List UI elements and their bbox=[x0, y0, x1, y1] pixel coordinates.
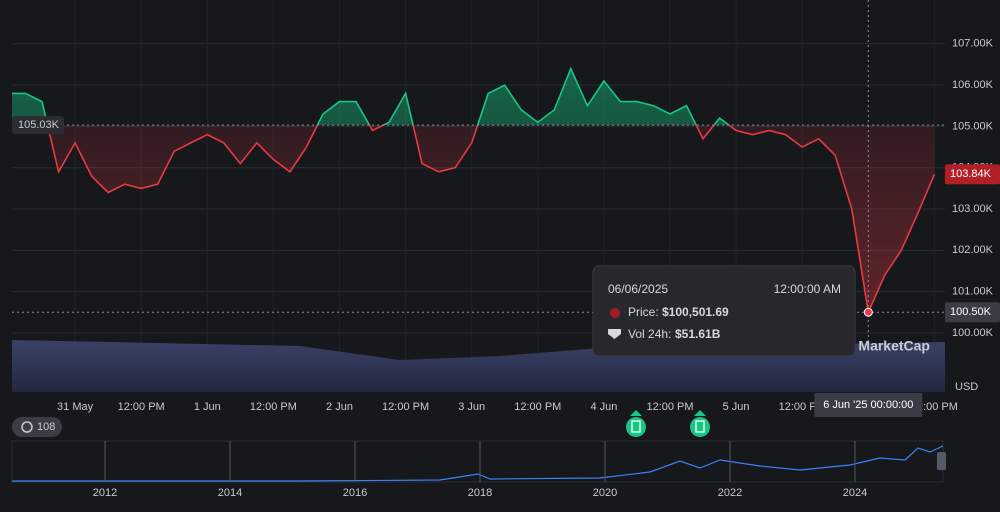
x-tick-label: 12:00 PM bbox=[250, 401, 297, 413]
tooltip-time: 12:00:00 AM bbox=[774, 282, 841, 296]
y-tick-label: 106.00K bbox=[952, 79, 994, 91]
hover-dot bbox=[863, 307, 873, 317]
navigator-handle[interactable] bbox=[937, 452, 946, 470]
navigator-label: 2020 bbox=[593, 487, 617, 499]
badge-icon bbox=[21, 421, 33, 433]
current-tag bbox=[945, 164, 1000, 185]
crosshair-label: 6 Jun '25 00:00:00 bbox=[823, 399, 913, 411]
overlay: 100.00K101.00K102.00K103.00K104.00K105.0… bbox=[12, 38, 1000, 417]
x-tick-label: 1 Jun bbox=[194, 401, 221, 413]
y-tick-label: 103.00K bbox=[952, 203, 994, 215]
news-pin bbox=[694, 410, 706, 416]
badge-text: 108 bbox=[37, 421, 55, 433]
tooltip-price: $100,501.69 bbox=[662, 305, 729, 319]
navigator-label: 2024 bbox=[843, 487, 867, 499]
vol-icon bbox=[608, 329, 621, 339]
x-tick-label: 12:00 PM bbox=[911, 401, 958, 413]
navigator-label: 2018 bbox=[468, 487, 492, 499]
news-icon[interactable] bbox=[626, 417, 646, 437]
x-tick-label: 12:00 PM bbox=[514, 401, 561, 413]
x-tick-label: 3 Jun bbox=[458, 401, 485, 413]
baseline-tag bbox=[12, 116, 64, 135]
news-pin bbox=[630, 410, 642, 416]
hover-tag bbox=[945, 302, 1000, 323]
tooltip-vol: $51.61B bbox=[675, 327, 721, 341]
x-tick-label: 12:00 PM bbox=[118, 401, 165, 413]
news-icon[interactable] bbox=[690, 417, 710, 437]
tooltip-box bbox=[592, 265, 856, 357]
navigator-label: 2022 bbox=[718, 487, 742, 499]
price-group bbox=[12, 66, 936, 315]
navigator-line bbox=[12, 445, 944, 482]
y-tick-label: 105.00K bbox=[952, 120, 994, 132]
y-unit: USD bbox=[955, 381, 978, 393]
navigator-frame bbox=[11, 440, 944, 483]
navigator: 2012 2014 2016 2018 2020 2022 2024 bbox=[11, 440, 946, 499]
y-tick-label: 107.00K bbox=[952, 38, 994, 50]
news-glyph bbox=[695, 420, 705, 433]
navigator-label: 2014 bbox=[218, 487, 242, 499]
price-dot bbox=[610, 308, 620, 318]
crosshair-tag bbox=[814, 393, 923, 417]
x-tick-label: 12:00 PM bbox=[646, 401, 693, 413]
x-tick-label: 5 Jun bbox=[723, 401, 750, 413]
navigator-label: 2016 bbox=[343, 487, 367, 499]
x-tick-label: 4 Jun bbox=[590, 401, 617, 413]
current-label: 103.84K bbox=[950, 168, 992, 180]
watermark: MarketCap bbox=[858, 338, 930, 354]
line-below bbox=[46, 125, 936, 315]
y-tick-label: 102.00K bbox=[952, 244, 994, 256]
hover-label: 100.50K bbox=[950, 306, 992, 318]
y-tick-label: 101.00K bbox=[952, 286, 994, 298]
navigator-label: 2012 bbox=[93, 487, 117, 499]
news-icons[interactable] bbox=[626, 410, 710, 437]
x-tick-label: 2 Jun bbox=[326, 401, 353, 413]
tooltip-price-name: Price: bbox=[628, 305, 659, 319]
tooltip-vol-name: Vol 24h: bbox=[628, 327, 671, 341]
baseline-label: 105.03K bbox=[18, 119, 60, 131]
tooltip-date: 06/06/2025 bbox=[608, 282, 668, 296]
news-glyph bbox=[631, 420, 641, 433]
x-tick-label: 12:00 PM bbox=[382, 401, 429, 413]
x-tick-label: 12:00 PM bbox=[779, 401, 826, 413]
tooltip: 06/06/2025 12:00:00 AM Price: $100,501.6… bbox=[592, 265, 856, 357]
area-below bbox=[47, 125, 935, 313]
x-tick-label: 31 May bbox=[57, 401, 94, 413]
y-tick-label: 100.00K bbox=[952, 327, 994, 339]
